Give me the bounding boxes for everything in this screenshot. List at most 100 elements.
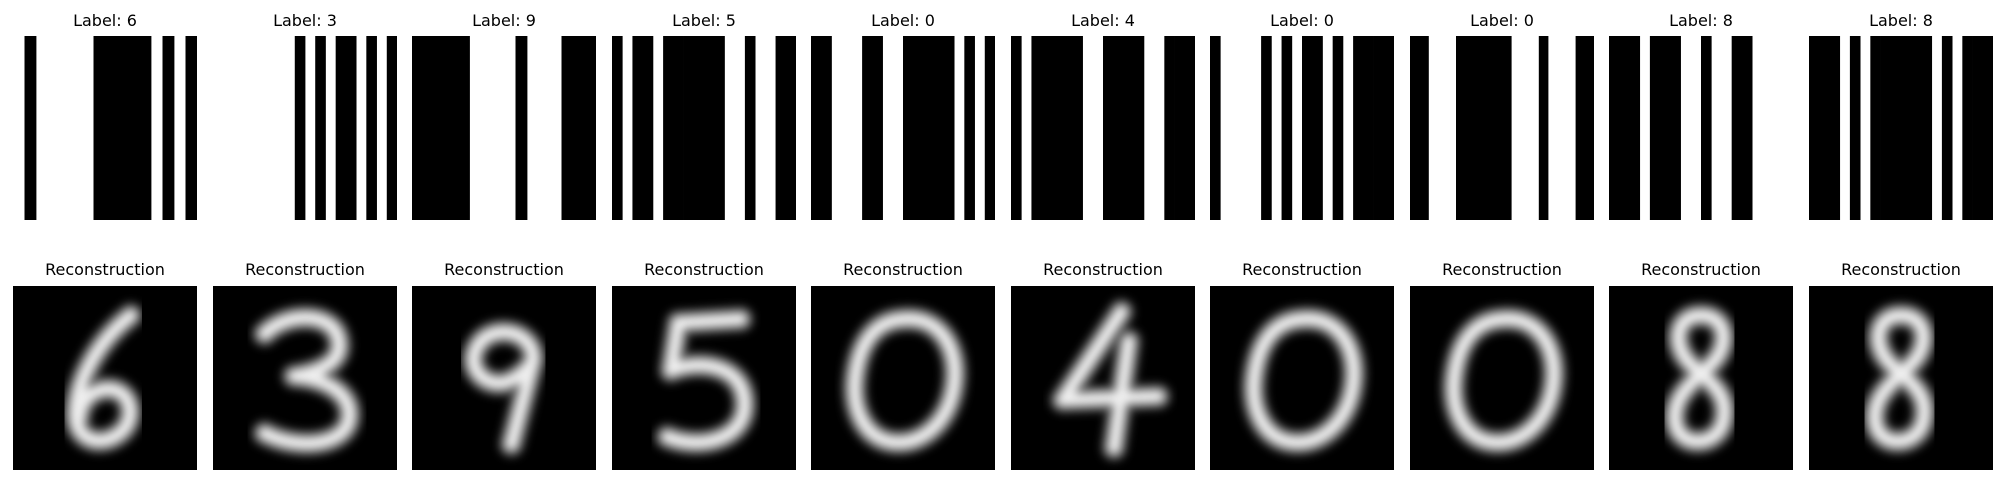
barcode-bar: [642, 36, 654, 220]
barcode-image: [1609, 36, 1793, 220]
barcode-bar: [1210, 36, 1221, 220]
barcode-bar: [1373, 36, 1385, 220]
barcode-image: [1011, 36, 1195, 220]
barcode-bar: [435, 36, 447, 220]
barcode-bar: [116, 36, 129, 220]
barcode-bar: [1962, 36, 1973, 220]
barcode-bar: [693, 36, 705, 220]
barcode-bar: [1332, 36, 1344, 220]
barcode-bar: [1123, 36, 1135, 220]
barcode-bar: [335, 36, 347, 220]
barcode-bar: [1184, 36, 1195, 220]
digit-stroke: [1668, 309, 1731, 448]
barcode-bar: [872, 36, 883, 220]
reconstruction-title: Reconstruction: [245, 260, 365, 279]
barcode-bar: [1829, 36, 1841, 220]
digit-stroke: [660, 312, 751, 449]
barcode-bar: [775, 36, 787, 220]
barcode-bar: [913, 36, 924, 220]
barcode-bar: [1174, 36, 1186, 220]
barcode-bar: [515, 36, 528, 220]
barcode-bar: [984, 36, 995, 220]
barcode-bar: [1575, 36, 1586, 220]
reconstruction-image: [412, 286, 596, 470]
barcode-bar: [1982, 36, 1993, 220]
barcode-bar: [1849, 36, 1861, 220]
barcode-image: [1210, 36, 1394, 220]
barcode-bar: [1901, 36, 1912, 220]
barcode-bar: [943, 36, 955, 220]
barcode-bar: [1921, 36, 1933, 220]
barcode-bar: [1649, 36, 1661, 220]
barcode-bar: [1660, 36, 1671, 220]
label-title: Label: 4: [1071, 11, 1135, 30]
barcode-bar: [862, 36, 873, 220]
barcode-bar: [612, 36, 623, 220]
barcode-bar: [1410, 36, 1420, 220]
label-title: Label: 5: [672, 11, 736, 30]
barcode-bar: [366, 36, 377, 220]
barcode-bar: [1670, 36, 1681, 220]
barcode-bar: [345, 36, 357, 220]
barcode-bar: [663, 36, 674, 220]
barcode-bar: [139, 36, 152, 220]
barcode-bar: [933, 36, 945, 220]
barcode-bar: [1870, 36, 1881, 220]
barcode-image: [612, 36, 796, 220]
barcode-bar: [1941, 36, 1953, 220]
barcode-bar: [1312, 36, 1323, 220]
barcode-bar: [1113, 36, 1124, 220]
barcode-bar: [811, 36, 822, 220]
reconstruction-image: [13, 286, 197, 470]
digit-stroke: [467, 325, 540, 451]
barcode-bar: [423, 36, 436, 220]
label-title: Label: 9: [472, 11, 536, 30]
barcode-image: [1809, 36, 1993, 220]
barcode-bar: [785, 36, 796, 220]
barcode-bar: [105, 36, 117, 220]
barcode-bar: [1492, 36, 1503, 220]
barcode-bar: [1474, 36, 1484, 220]
reconstruction-title: Reconstruction: [1242, 260, 1362, 279]
barcode-bar: [1072, 36, 1083, 220]
barcode-bar: [673, 36, 684, 220]
reconstruction-image: [811, 286, 995, 470]
reconstruction-title: Reconstruction: [843, 260, 963, 279]
barcode-bar: [1353, 36, 1364, 220]
barcode-image: [811, 36, 995, 220]
label-title: Label: 8: [1869, 11, 1933, 30]
barcode-bar: [1031, 36, 1043, 220]
label-title: Label: 0: [1470, 11, 1534, 30]
barcode-bar: [446, 36, 459, 220]
barcode-bar: [1502, 36, 1512, 220]
barcode-bar: [294, 36, 306, 220]
barcode-bar: [1281, 36, 1293, 220]
reconstruction-title: Reconstruction: [1043, 260, 1163, 279]
barcode-bar: [1972, 36, 1984, 220]
barcode-bar: [93, 36, 106, 220]
digit-stroke: [1056, 305, 1165, 455]
barcode-bar: [561, 36, 574, 220]
barcode-bar: [903, 36, 914, 220]
barcode-bar: [584, 36, 596, 220]
barcode-bar: [386, 36, 397, 220]
barcode-bar: [1011, 36, 1022, 220]
barcode-bar: [1731, 36, 1743, 220]
barcode-bar: [1041, 36, 1053, 220]
barcode-image: [1410, 36, 1594, 220]
label-title: Label: 3: [273, 11, 337, 30]
barcode-bar: [1819, 36, 1830, 220]
label-title: Label: 0: [1270, 11, 1334, 30]
barcode-bar: [1911, 36, 1922, 220]
barcode-bar: [24, 36, 37, 220]
reconstruction-title: Reconstruction: [1841, 260, 1961, 279]
barcode-bar: [714, 36, 725, 220]
barcode-bar: [185, 36, 197, 220]
barcode-bar: [1164, 36, 1175, 220]
barcode-bar: [1062, 36, 1073, 220]
barcode-bar: [704, 36, 715, 220]
barcode-bar: [964, 36, 975, 220]
barcode-bar: [1483, 36, 1494, 220]
barcode-bar: [1363, 36, 1374, 220]
barcode-bar: [1419, 36, 1429, 220]
